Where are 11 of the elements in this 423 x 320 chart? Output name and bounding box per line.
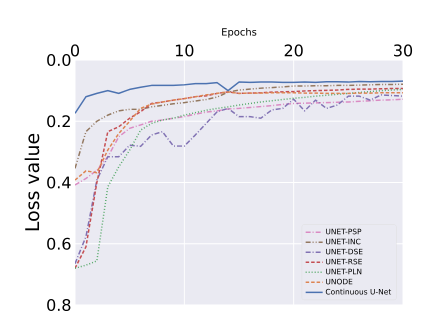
x-tick-label: 10 <box>176 44 194 56</box>
y-tick-label: 0.0 <box>47 54 70 66</box>
y-tick-label: 0.8 <box>47 298 70 312</box>
y-tick-label: 0.4 <box>47 176 71 189</box>
y-tick-label: 0.6 <box>47 238 70 250</box>
y-tick-label: 0.2 <box>47 115 70 128</box>
x-axis-title: Epochs <box>222 28 256 38</box>
x-tick-label: 20 <box>284 44 303 56</box>
x-tick-label: 0 <box>70 44 80 56</box>
x-tick-label: 30 <box>394 44 412 56</box>
y-axis-title: Loss value <box>24 134 40 230</box>
